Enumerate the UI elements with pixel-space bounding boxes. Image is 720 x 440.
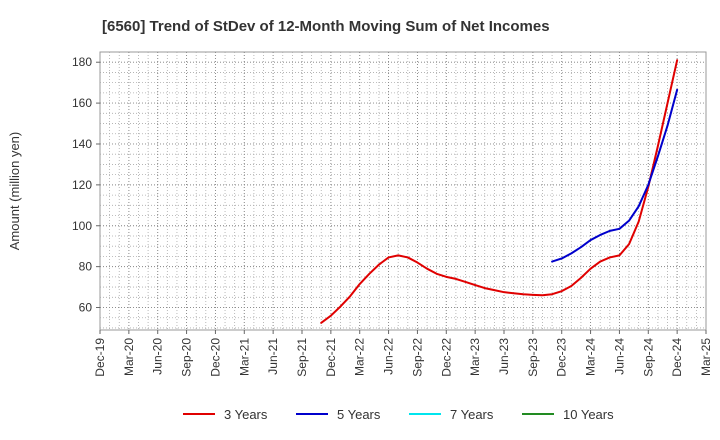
x-tick-label: Mar-21 <box>237 338 251 376</box>
y-tick-label: 60 <box>79 301 93 315</box>
y-axis-label: Amount (million yen) <box>7 132 22 251</box>
series-lines <box>320 59 679 324</box>
x-tick-label: Jun-24 <box>612 338 626 375</box>
x-tick-label: Mar-22 <box>353 338 367 376</box>
x-tick-label: Mar-20 <box>122 338 136 376</box>
y-tick-label: 80 <box>79 260 93 274</box>
x-tick-label: Sep-21 <box>295 338 309 377</box>
legend-label: 5 Years <box>337 407 381 422</box>
legend-label: 7 Years <box>450 407 494 422</box>
legend-label: 10 Years <box>563 407 614 422</box>
series-line-5-years <box>551 88 679 263</box>
x-tick-label: Jun-23 <box>497 338 511 375</box>
x-tick-label: Mar-24 <box>584 338 598 376</box>
x-tick-label: Sep-24 <box>641 338 655 377</box>
legend: 3 Years 5 Years 7 Years 10 Years <box>183 407 614 422</box>
chart-title: [6560] Trend of StDev of 12-Month Moving… <box>102 18 550 35</box>
x-tick-label: Jun-21 <box>266 338 280 375</box>
legend-label: 3 Years <box>224 407 268 422</box>
series-line-3-years <box>320 59 679 324</box>
x-tick-label: Dec-24 <box>670 338 684 377</box>
x-tick-label: Dec-19 <box>93 338 107 377</box>
x-tick-label: Sep-20 <box>180 338 194 377</box>
y-tick-label: 140 <box>72 137 92 151</box>
y-tick-label: 100 <box>72 219 92 233</box>
gridlines <box>100 52 706 330</box>
y-tick-label: 180 <box>72 55 92 69</box>
x-tick-label: Sep-22 <box>410 338 424 377</box>
x-tick-label: Dec-21 <box>324 338 338 377</box>
x-tick-label: Jun-22 <box>382 338 396 375</box>
x-tick-label: Mar-23 <box>468 338 482 376</box>
y-tick-label: 160 <box>72 96 92 110</box>
x-axis-ticks: Dec-19 Mar-20 Jun-20 Sep-20 Dec-20 Mar-21 Jun-… <box>93 330 713 377</box>
y-axis-ticks: 60 80 100 120 140 160 180 <box>72 55 100 315</box>
plot-area <box>99 51 707 331</box>
x-tick-label: Dec-20 <box>208 338 222 377</box>
x-tick-label: Jun-20 <box>151 338 165 375</box>
x-tick-label: Dec-23 <box>555 338 569 377</box>
x-tick-label: Mar-25 <box>699 338 713 376</box>
y-tick-label: 120 <box>72 178 92 192</box>
x-tick-label: Sep-23 <box>526 338 540 377</box>
x-tick-label: Dec-22 <box>439 338 453 377</box>
